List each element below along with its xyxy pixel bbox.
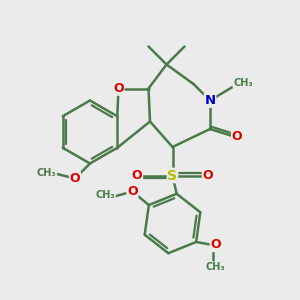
Text: O: O [210,238,221,251]
Text: CH₃: CH₃ [37,167,56,178]
Text: O: O [127,185,138,198]
Text: O: O [70,172,80,185]
Text: CH₃: CH₃ [233,77,253,88]
Text: CH₃: CH₃ [95,190,115,200]
Text: O: O [202,169,213,182]
Text: O: O [113,82,124,95]
Text: CH₃: CH₃ [206,262,226,272]
Text: O: O [132,169,142,182]
Text: O: O [232,130,242,143]
Text: S: S [167,169,178,182]
Text: N: N [204,94,216,107]
